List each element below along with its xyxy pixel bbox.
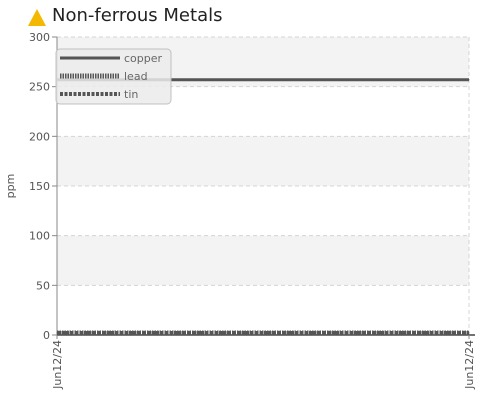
y-axis-label: ppm — [4, 174, 17, 199]
y-tick-label: 0 — [43, 329, 50, 342]
data-point-tin — [56, 332, 58, 334]
y-tick-label: 100 — [29, 230, 50, 243]
chart-series — [56, 78, 470, 336]
y-tick-label: 50 — [36, 279, 50, 292]
y-tick-label: 250 — [29, 81, 50, 94]
chart-legend[interactable]: copper lead tin — [55, 48, 172, 105]
legend-label-copper: copper — [124, 52, 163, 65]
panel-header: Non-ferrous Metals — [0, 0, 477, 32]
warning-triangle-icon — [28, 9, 46, 26]
legend-label-lead: lead — [124, 70, 148, 83]
y-tick-label: 200 — [29, 130, 50, 143]
grid-band — [57, 235, 469, 286]
x-axis-ticks: Jun12/24 Jun12/24 — [51, 335, 476, 390]
y-axis-ticks: 0 50 100 150 200 250 300 — [29, 31, 57, 342]
legend-label-tin: tin — [124, 88, 138, 101]
x-tick-label: Jun12/24 — [51, 340, 64, 390]
y-tick-label: 300 — [29, 31, 50, 44]
x-tick-label: Jun12/24 — [463, 340, 476, 390]
data-point-tin — [468, 332, 470, 334]
data-point-copper — [468, 79, 470, 81]
panel-title: Non-ferrous Metals — [52, 5, 223, 26]
y-tick-label: 150 — [29, 180, 50, 193]
grid-band — [57, 136, 469, 186]
chart-bands — [57, 37, 469, 286]
